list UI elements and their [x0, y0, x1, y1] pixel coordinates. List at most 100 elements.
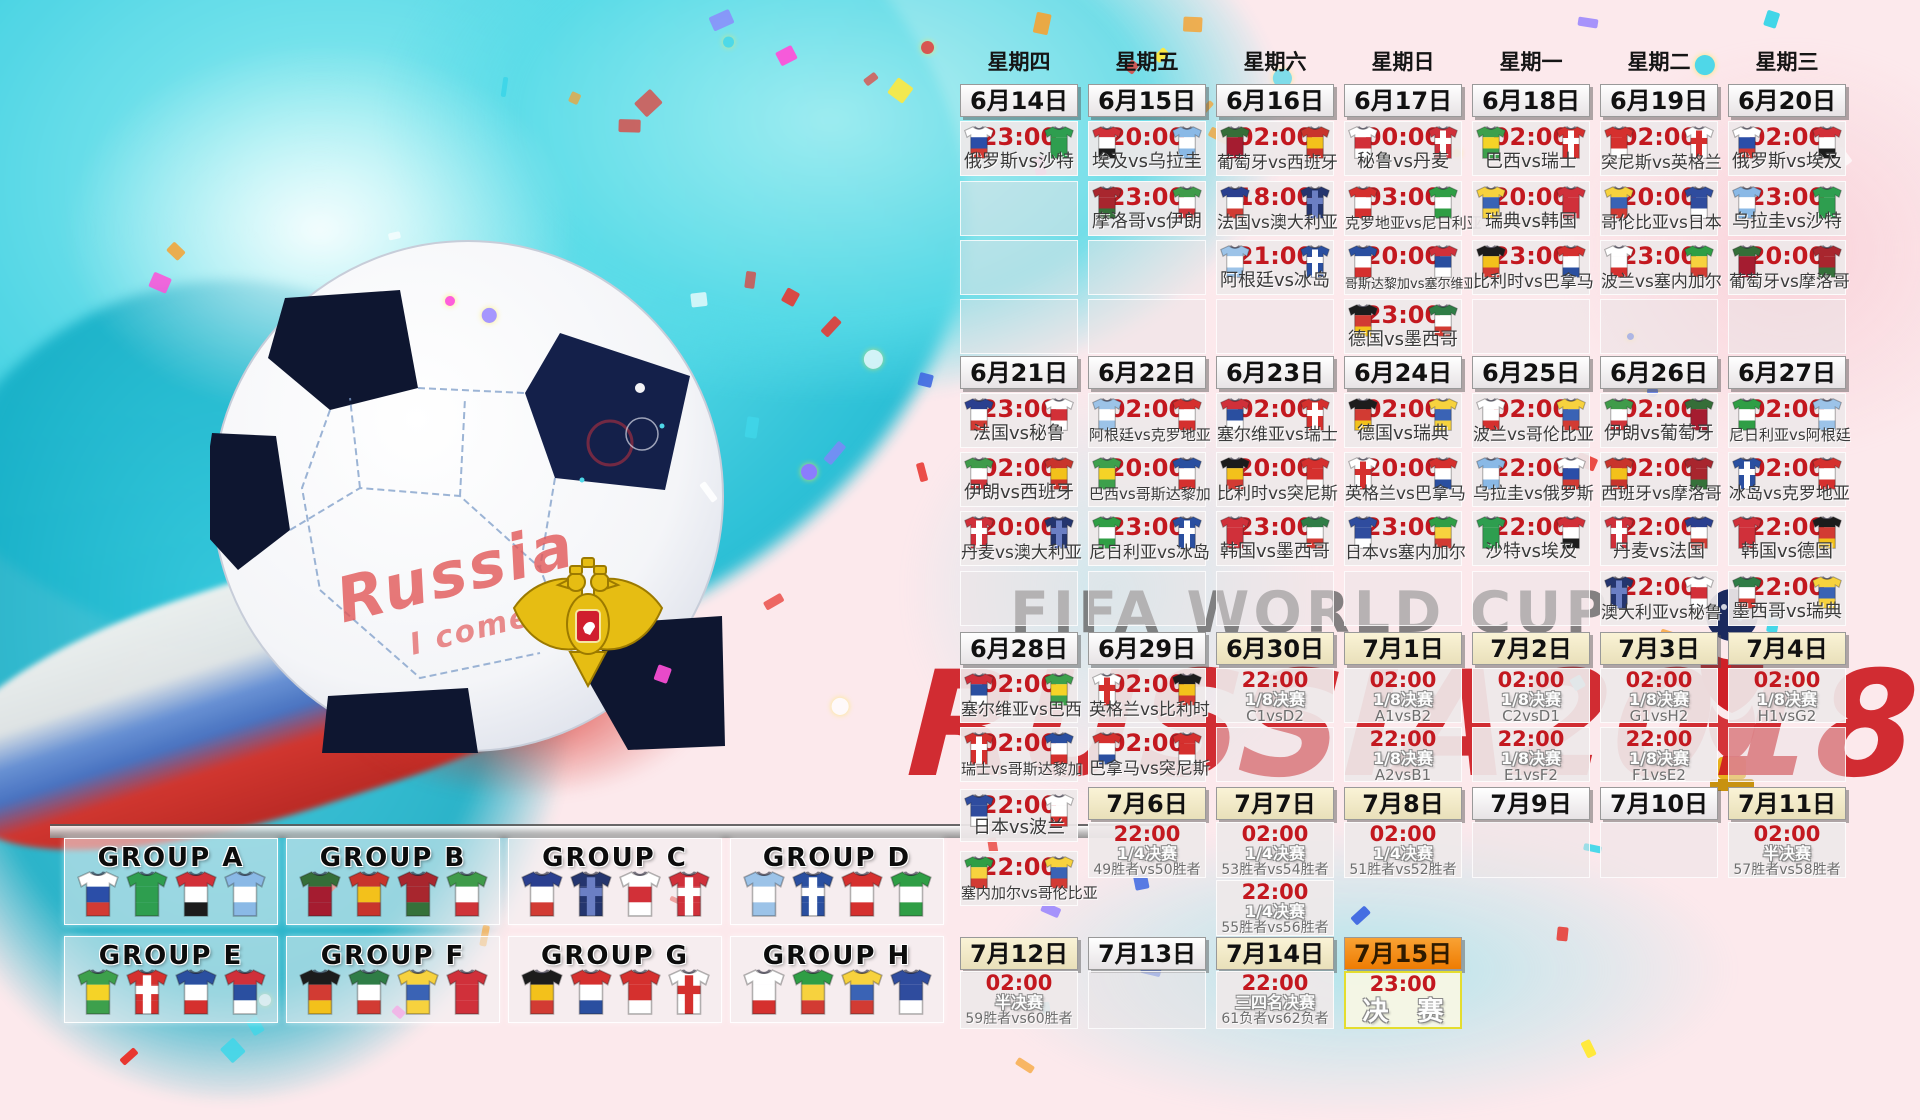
team-jersey-icon [1044, 732, 1074, 765]
team-jersey-icon [1556, 126, 1586, 159]
group-name: GROUP D [762, 843, 912, 873]
group-box-b: GROUP B [286, 838, 500, 925]
group-match-cell: 21:00 阿根廷vs冰岛 [1216, 240, 1334, 295]
match-time: 22:00 [1620, 573, 1698, 601]
group-jerseys [287, 969, 499, 1019]
weekday-header: 星期五 [1115, 50, 1179, 74]
group-match-cell: 20:00 巴西vs哥斯达黎加 [1088, 452, 1211, 507]
match-time: 02:00 [1620, 395, 1698, 423]
home-jersey-icon [1476, 186, 1506, 219]
team-jersey-icon [964, 398, 994, 431]
weekday-header: 星期三 [1755, 50, 1819, 74]
team-jersey-icon [1428, 457, 1458, 490]
date-header: 7月12日 [960, 937, 1078, 970]
team-jersey-icon [742, 871, 785, 917]
team-jersey-icon [1300, 457, 1330, 490]
group-name: GROUP B [319, 843, 467, 873]
group-match-cell: 18:00 法国vs澳大利亚 [1216, 181, 1338, 236]
weekday-header: 星期日 [1371, 50, 1435, 74]
team-jersey-icon [1556, 245, 1586, 278]
team-jersey-icon [1348, 304, 1378, 337]
home-jersey-icon [1220, 516, 1250, 549]
group-match-cell: 02:00 塞尔维亚vs巴西 [960, 668, 1082, 723]
away-jersey-icon [1172, 398, 1202, 431]
match-time: 02:00 [1108, 729, 1186, 757]
home-jersey-icon [1604, 398, 1634, 431]
away-jersey-icon [1044, 457, 1074, 490]
team-jersey-icon [840, 969, 883, 1019]
knockout-match-cell: 02:00 1/8决赛 H1vsG2 [1728, 668, 1846, 724]
match-teams: 阿根廷vs克罗地亚 [1089, 426, 1211, 444]
match-teams: 葡萄牙vs西班牙 [1217, 153, 1338, 173]
away-jersey-icon [1684, 398, 1714, 431]
team-jersey-icon [445, 871, 488, 917]
match-time: 02:00 [1492, 123, 1570, 151]
team-jersey-icon [840, 871, 883, 921]
match-time: 02:00 [1241, 822, 1309, 846]
group-match-cell: 02:00 俄罗斯vs埃及 [1728, 121, 1846, 176]
date-header: 7月15日 [1344, 937, 1462, 970]
match-time: 20:00 [1492, 183, 1570, 211]
team-jersey-icon [1604, 576, 1634, 609]
home-jersey-icon [1348, 186, 1378, 219]
empty-cell [1344, 571, 1462, 626]
date-header: 6月18日 [1472, 84, 1590, 117]
home-jersey-icon [1220, 457, 1250, 490]
team-jersey-icon [1348, 516, 1378, 549]
team-jersey-icon [1812, 576, 1842, 609]
team-jersey-icon [1220, 126, 1250, 159]
team-jersey-icon [1348, 457, 1378, 490]
team-jersey-icon [1172, 186, 1202, 219]
team-jersey-icon [347, 969, 390, 1019]
bracket-teams: G1vsH2 [1629, 707, 1689, 725]
team-jersey-icon [964, 732, 994, 765]
empty-cell [1600, 822, 1718, 878]
group-match-cell: 23:00 乌拉圭vs沙特 [1728, 181, 1846, 236]
home-jersey-icon [1220, 126, 1250, 159]
team-jersey-icon [125, 871, 168, 921]
match-teams: 俄罗斯vs沙特 [963, 151, 1075, 172]
team-jersey-icon [1428, 304, 1458, 337]
match-time: 22:00 [980, 791, 1058, 819]
match-teams: 葡萄牙vs摩洛哥 [1729, 272, 1850, 292]
home-jersey-icon [1732, 398, 1762, 431]
home-jersey-icon [964, 673, 994, 706]
group-jerseys [509, 969, 721, 1019]
team-jersey-icon [396, 969, 439, 1015]
home-jersey-icon [964, 398, 994, 431]
date-header: 6月20日 [1728, 84, 1846, 117]
match-time: 22:00 [1492, 513, 1570, 541]
team-jersey-icon [1172, 457, 1202, 490]
team-jersey-icon [1812, 457, 1842, 490]
group-name: GROUP H [762, 941, 912, 971]
date-header: 6月15日 [1088, 84, 1206, 117]
match-time: 23:00 [1620, 242, 1698, 270]
team-jersey-icon [347, 871, 390, 917]
soccer-ball: Russia I come in [210, 240, 725, 753]
away-jersey-icon [1172, 732, 1202, 765]
match-time: 22:00 [980, 853, 1058, 881]
match-time: 02:00 [980, 454, 1058, 482]
match-teams: 冰岛vs克罗地亚 [1729, 484, 1850, 504]
group-match-cell: 20:00 哥伦比亚vs日本 [1600, 181, 1722, 236]
team-jersey-icon [742, 969, 785, 1019]
away-jersey-icon [1556, 398, 1586, 431]
match-teams: 韩国vs墨西哥 [1219, 541, 1331, 562]
match-teams: 法国vs秘鲁 [972, 423, 1066, 444]
team-jersey-icon [1044, 856, 1074, 889]
group-match-cell: 02:00 伊朗vs葡萄牙 [1600, 393, 1718, 448]
match-time: 23:00 [1748, 183, 1826, 211]
away-jersey-icon [1044, 856, 1074, 889]
knockout-match-cell: 22:00 三四名决赛 61负者vs62负者 [1216, 971, 1334, 1029]
group-match-cell: 00:00 秘鲁vs丹麦 [1344, 121, 1462, 176]
home-jersey-icon [1732, 516, 1762, 549]
match-time: 02:00 [980, 670, 1058, 698]
match-time: 02:00 [1620, 123, 1698, 151]
group-jerseys [287, 871, 499, 921]
team-jersey-icon [791, 871, 834, 921]
group-match-cell: 02:00 巴拿马vs突尼斯 [1088, 727, 1210, 782]
match-time: 22:00 [1748, 573, 1826, 601]
empty-cell [960, 240, 1078, 295]
stage-label: 1/4决赛 [1116, 844, 1178, 863]
match-time: 23:00 [1108, 183, 1186, 211]
